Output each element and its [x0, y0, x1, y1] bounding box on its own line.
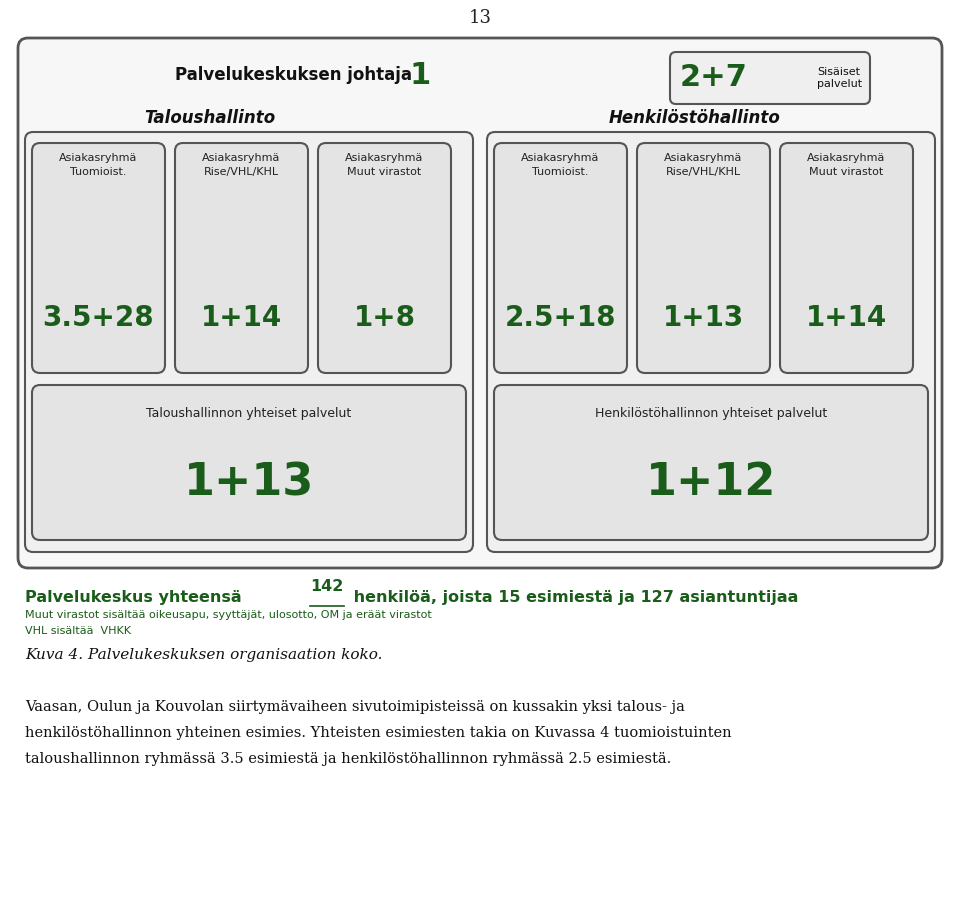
FancyBboxPatch shape — [175, 143, 308, 373]
Text: 1+13: 1+13 — [184, 461, 314, 504]
FancyBboxPatch shape — [32, 143, 165, 373]
Text: 1+14: 1+14 — [805, 304, 887, 332]
FancyBboxPatch shape — [780, 143, 913, 373]
Text: 1+12: 1+12 — [646, 461, 777, 504]
Text: Asiakasryhmä
Rise/VHL/KHL: Asiakasryhmä Rise/VHL/KHL — [664, 153, 743, 176]
Text: Kuva 4. Palvelukeskuksen organisaation koko.: Kuva 4. Palvelukeskuksen organisaation k… — [25, 648, 382, 662]
Text: Asiakasryhmä
Rise/VHL/KHL: Asiakasryhmä Rise/VHL/KHL — [203, 153, 280, 176]
FancyBboxPatch shape — [494, 143, 627, 373]
Text: Palvelukeskuksen johtaja: Palvelukeskuksen johtaja — [175, 66, 412, 84]
Text: Asiakasryhmä
Tuomioist.: Asiakasryhmä Tuomioist. — [521, 153, 600, 176]
FancyBboxPatch shape — [487, 132, 935, 552]
Text: 2+7: 2+7 — [680, 64, 748, 93]
Text: Asiakasryhmä
Tuomioist.: Asiakasryhmä Tuomioist. — [60, 153, 137, 176]
FancyBboxPatch shape — [25, 132, 473, 552]
Text: Vaasan, Oulun ja Kouvolan siirtymävaiheen sivutoimipisteissä on kussakin yksi ta: Vaasan, Oulun ja Kouvolan siirtymävaihee… — [25, 700, 684, 714]
Text: 1+8: 1+8 — [353, 304, 416, 332]
Text: 142: 142 — [310, 579, 344, 594]
FancyBboxPatch shape — [637, 143, 770, 373]
Text: Asiakasryhmä
Muut virastot: Asiakasryhmä Muut virastot — [807, 153, 886, 176]
Text: Henkilöstöhallinto: Henkilöstöhallinto — [610, 109, 780, 127]
Text: Henkilöstöhallinnon yhteiset palvelut: Henkilöstöhallinnon yhteiset palvelut — [595, 407, 828, 419]
Text: Muut virastot sisältää oikeusapu, syyttäjät, ulosotto, OM ja eräät virastot: Muut virastot sisältää oikeusapu, syyttä… — [25, 610, 432, 620]
Text: 3.5+28: 3.5+28 — [42, 304, 155, 332]
FancyBboxPatch shape — [32, 385, 466, 540]
Text: VHL sisältää  VHKK: VHL sisältää VHKK — [25, 626, 131, 636]
FancyBboxPatch shape — [670, 52, 870, 104]
Text: 1+14: 1+14 — [201, 304, 282, 332]
Text: Taloushallinnon yhteiset palvelut: Taloushallinnon yhteiset palvelut — [146, 407, 351, 419]
Text: henkilöä, joista 15 esimiestä ja 127 asiantuntijaa: henkilöä, joista 15 esimiestä ja 127 asi… — [348, 590, 799, 605]
Text: Taloushallinto: Taloushallinto — [144, 109, 276, 127]
Text: 1: 1 — [409, 61, 431, 90]
Text: Palvelukeskus yhteensä: Palvelukeskus yhteensä — [25, 590, 248, 605]
Text: 13: 13 — [468, 9, 492, 27]
Text: Sisäiset
palvelut: Sisäiset palvelut — [817, 67, 862, 89]
Text: 2.5+18: 2.5+18 — [505, 304, 616, 332]
FancyBboxPatch shape — [318, 143, 451, 373]
FancyBboxPatch shape — [494, 385, 928, 540]
Text: taloushallinnon ryhmässä 3.5 esimiestä ja henkilöstöhallinnon ryhmässä 2.5 esimi: taloushallinnon ryhmässä 3.5 esimiestä j… — [25, 752, 671, 766]
Text: Asiakasryhmä
Muut virastot: Asiakasryhmä Muut virastot — [346, 153, 423, 176]
Text: henkilöstöhallinnon yhteinen esimies. Yhteisten esimiesten takia on Kuvassa 4 tu: henkilöstöhallinnon yhteinen esimies. Yh… — [25, 726, 732, 740]
Text: 1+13: 1+13 — [662, 304, 744, 332]
FancyBboxPatch shape — [18, 38, 942, 568]
